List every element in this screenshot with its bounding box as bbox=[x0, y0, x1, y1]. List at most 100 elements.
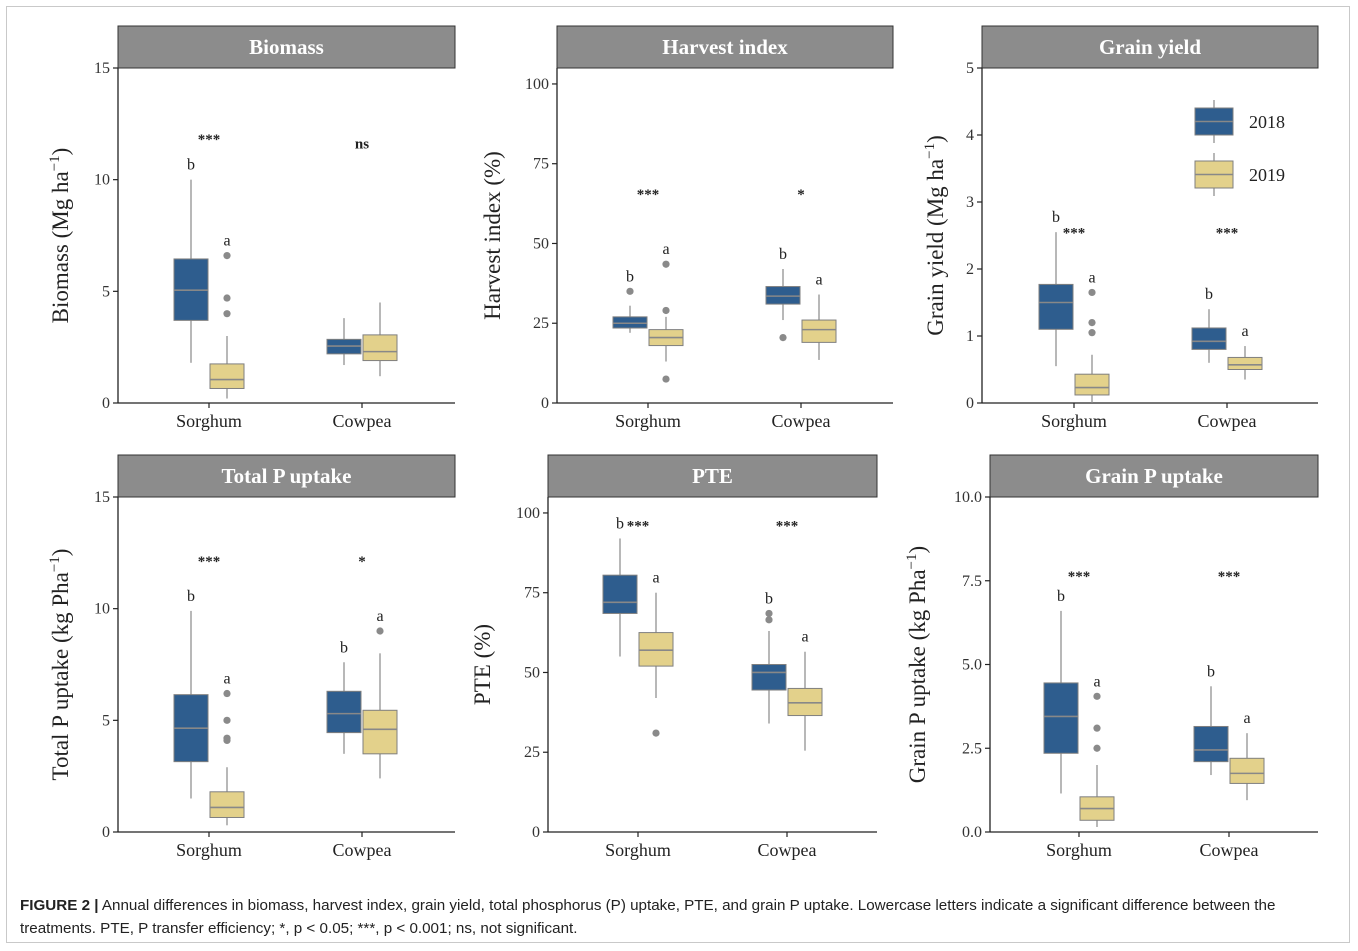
panel-title: Harvest index bbox=[662, 35, 788, 59]
box-2018-sorghum: b bbox=[602, 515, 638, 657]
panel-5: Grain P uptake 0.0 2.5 5.0 7.5 10.0 Sorghum Cow… bbox=[904, 454, 1319, 860]
significance-letter: b bbox=[340, 639, 348, 656]
box-iqr bbox=[209, 791, 245, 818]
panel-3: Total P uptake 0 5 10 15 Sorghum Cowpea Total P… bbox=[47, 454, 456, 860]
significance-letter: a bbox=[801, 629, 808, 646]
outlier-point bbox=[223, 294, 231, 302]
significance-letter: a bbox=[1088, 269, 1095, 286]
box-2019-sorghum: a bbox=[1079, 673, 1115, 827]
box-2019-cowpea: a bbox=[1229, 710, 1265, 801]
significance-letter: a bbox=[662, 241, 669, 258]
y-tick-label: 50 bbox=[524, 664, 540, 681]
significance-marker: * bbox=[358, 554, 366, 570]
box-iqr bbox=[1227, 356, 1263, 371]
outlier-point bbox=[223, 310, 231, 318]
y-tick-label: 75 bbox=[524, 585, 540, 602]
y-tick-label: 0 bbox=[966, 395, 974, 412]
panel-title: Grain P uptake bbox=[1085, 464, 1223, 488]
panel-4: PTE 0 25 50 75 100 Sorghum Cowpea PTE (%) b b a a ***… bbox=[470, 454, 878, 860]
box-2018-cowpea: b bbox=[1193, 663, 1229, 776]
significance-letter: a bbox=[223, 671, 230, 688]
x-category-label: Cowpea bbox=[758, 840, 817, 860]
panel-header bbox=[981, 25, 1319, 69]
significance-letter: b bbox=[1205, 286, 1213, 303]
x-category-label: Sorghum bbox=[176, 411, 242, 431]
panel-1: Harvest index 0 25 50 75 100 Sorghum Cowpea Harv… bbox=[480, 25, 894, 431]
box-iqr bbox=[751, 664, 787, 691]
significance-letter: a bbox=[652, 570, 659, 587]
y-tick-label: 2 bbox=[966, 261, 974, 278]
box-2018-sorghum: b bbox=[1043, 588, 1079, 794]
outlier-point bbox=[223, 252, 231, 260]
panel-title: Total P uptake bbox=[222, 464, 352, 488]
y-tick-label: 50 bbox=[533, 235, 549, 252]
y-tick-label: 100 bbox=[516, 505, 540, 522]
significance-marker: *** bbox=[1218, 569, 1241, 585]
legend: 2018 2019 bbox=[1194, 100, 1285, 196]
box-iqr bbox=[1191, 327, 1227, 350]
box-2018-sorghum: b bbox=[1038, 209, 1074, 367]
significance-letter: a bbox=[223, 233, 230, 250]
significance-marker: *** bbox=[637, 187, 660, 203]
x-category-label: Cowpea bbox=[333, 411, 392, 431]
x-category-label: Sorghum bbox=[176, 840, 242, 860]
box-iqr bbox=[1038, 283, 1074, 330]
y-tick-label: 5 bbox=[102, 283, 110, 300]
outlier-point bbox=[376, 627, 384, 635]
significance-letter: b bbox=[1052, 209, 1060, 226]
significance-letter: a bbox=[1243, 710, 1250, 727]
outlier-point bbox=[765, 616, 773, 624]
box-iqr bbox=[1193, 725, 1229, 763]
significance-letter: a bbox=[1241, 323, 1248, 340]
box-iqr bbox=[362, 709, 398, 755]
box-iqr bbox=[1074, 373, 1110, 396]
outlier-point bbox=[662, 260, 670, 268]
caption-label: FIGURE 2 | bbox=[20, 897, 99, 914]
significance-letter: a bbox=[1093, 673, 1100, 690]
caption-text: Annual differences in biomass, harvest i… bbox=[20, 897, 1276, 937]
y-tick-label: 10 bbox=[94, 601, 110, 618]
significance-marker: *** bbox=[198, 554, 221, 570]
significance-letter: b bbox=[616, 515, 624, 532]
significance-letter: b bbox=[779, 246, 787, 263]
y-axis-label: PTE (%) bbox=[470, 624, 495, 705]
outlier-point bbox=[1088, 329, 1096, 337]
y-tick-label: 3 bbox=[966, 194, 974, 211]
panel-title: PTE bbox=[692, 464, 733, 488]
significance-letter: b bbox=[1057, 588, 1065, 605]
y-tick-label: 10 bbox=[94, 172, 110, 189]
box-2019-sorghum: a bbox=[209, 671, 245, 826]
significance-letter: b bbox=[1207, 663, 1215, 680]
y-tick-label: 4 bbox=[966, 127, 974, 144]
panel-header bbox=[117, 454, 456, 498]
outlier-point bbox=[223, 689, 231, 698]
outlier-point bbox=[1093, 692, 1101, 700]
box-2019-sorghum: a bbox=[1074, 269, 1110, 403]
y-axis-label: Biomass (Mg ha−1) bbox=[47, 148, 73, 324]
y-tick-label: 0.0 bbox=[962, 824, 982, 841]
box-iqr bbox=[602, 574, 638, 614]
outlier-point bbox=[652, 729, 660, 737]
y-tick-label: 0 bbox=[102, 824, 110, 841]
outlier-point bbox=[223, 734, 231, 742]
y-tick-label: 5 bbox=[102, 712, 110, 729]
y-axis-label: Grain yield (Mg ha−1) bbox=[922, 135, 948, 336]
significance-marker: * bbox=[797, 187, 805, 203]
box-iqr bbox=[326, 690, 362, 734]
panel-2: Grain yield 0 1 2 3 4 5 Sorghum Cowpea Grain yiel… bbox=[922, 25, 1319, 431]
significance-marker: *** bbox=[776, 519, 799, 535]
x-category-label: Cowpea bbox=[1198, 411, 1257, 431]
significance-marker: *** bbox=[198, 132, 221, 148]
box-iqr bbox=[1229, 757, 1265, 784]
legend-label: 2019 bbox=[1249, 165, 1285, 185]
box-iqr bbox=[1043, 682, 1079, 754]
panel-title: Biomass bbox=[249, 35, 324, 59]
y-tick-label: 75 bbox=[533, 156, 549, 173]
y-tick-label: 25 bbox=[524, 744, 540, 761]
y-tick-label: 0 bbox=[532, 824, 540, 841]
box-iqr bbox=[801, 319, 837, 343]
significance-letter: b bbox=[187, 588, 195, 605]
box-2018-cowpea bbox=[326, 318, 362, 366]
box-2019-cowpea: a bbox=[787, 629, 823, 751]
